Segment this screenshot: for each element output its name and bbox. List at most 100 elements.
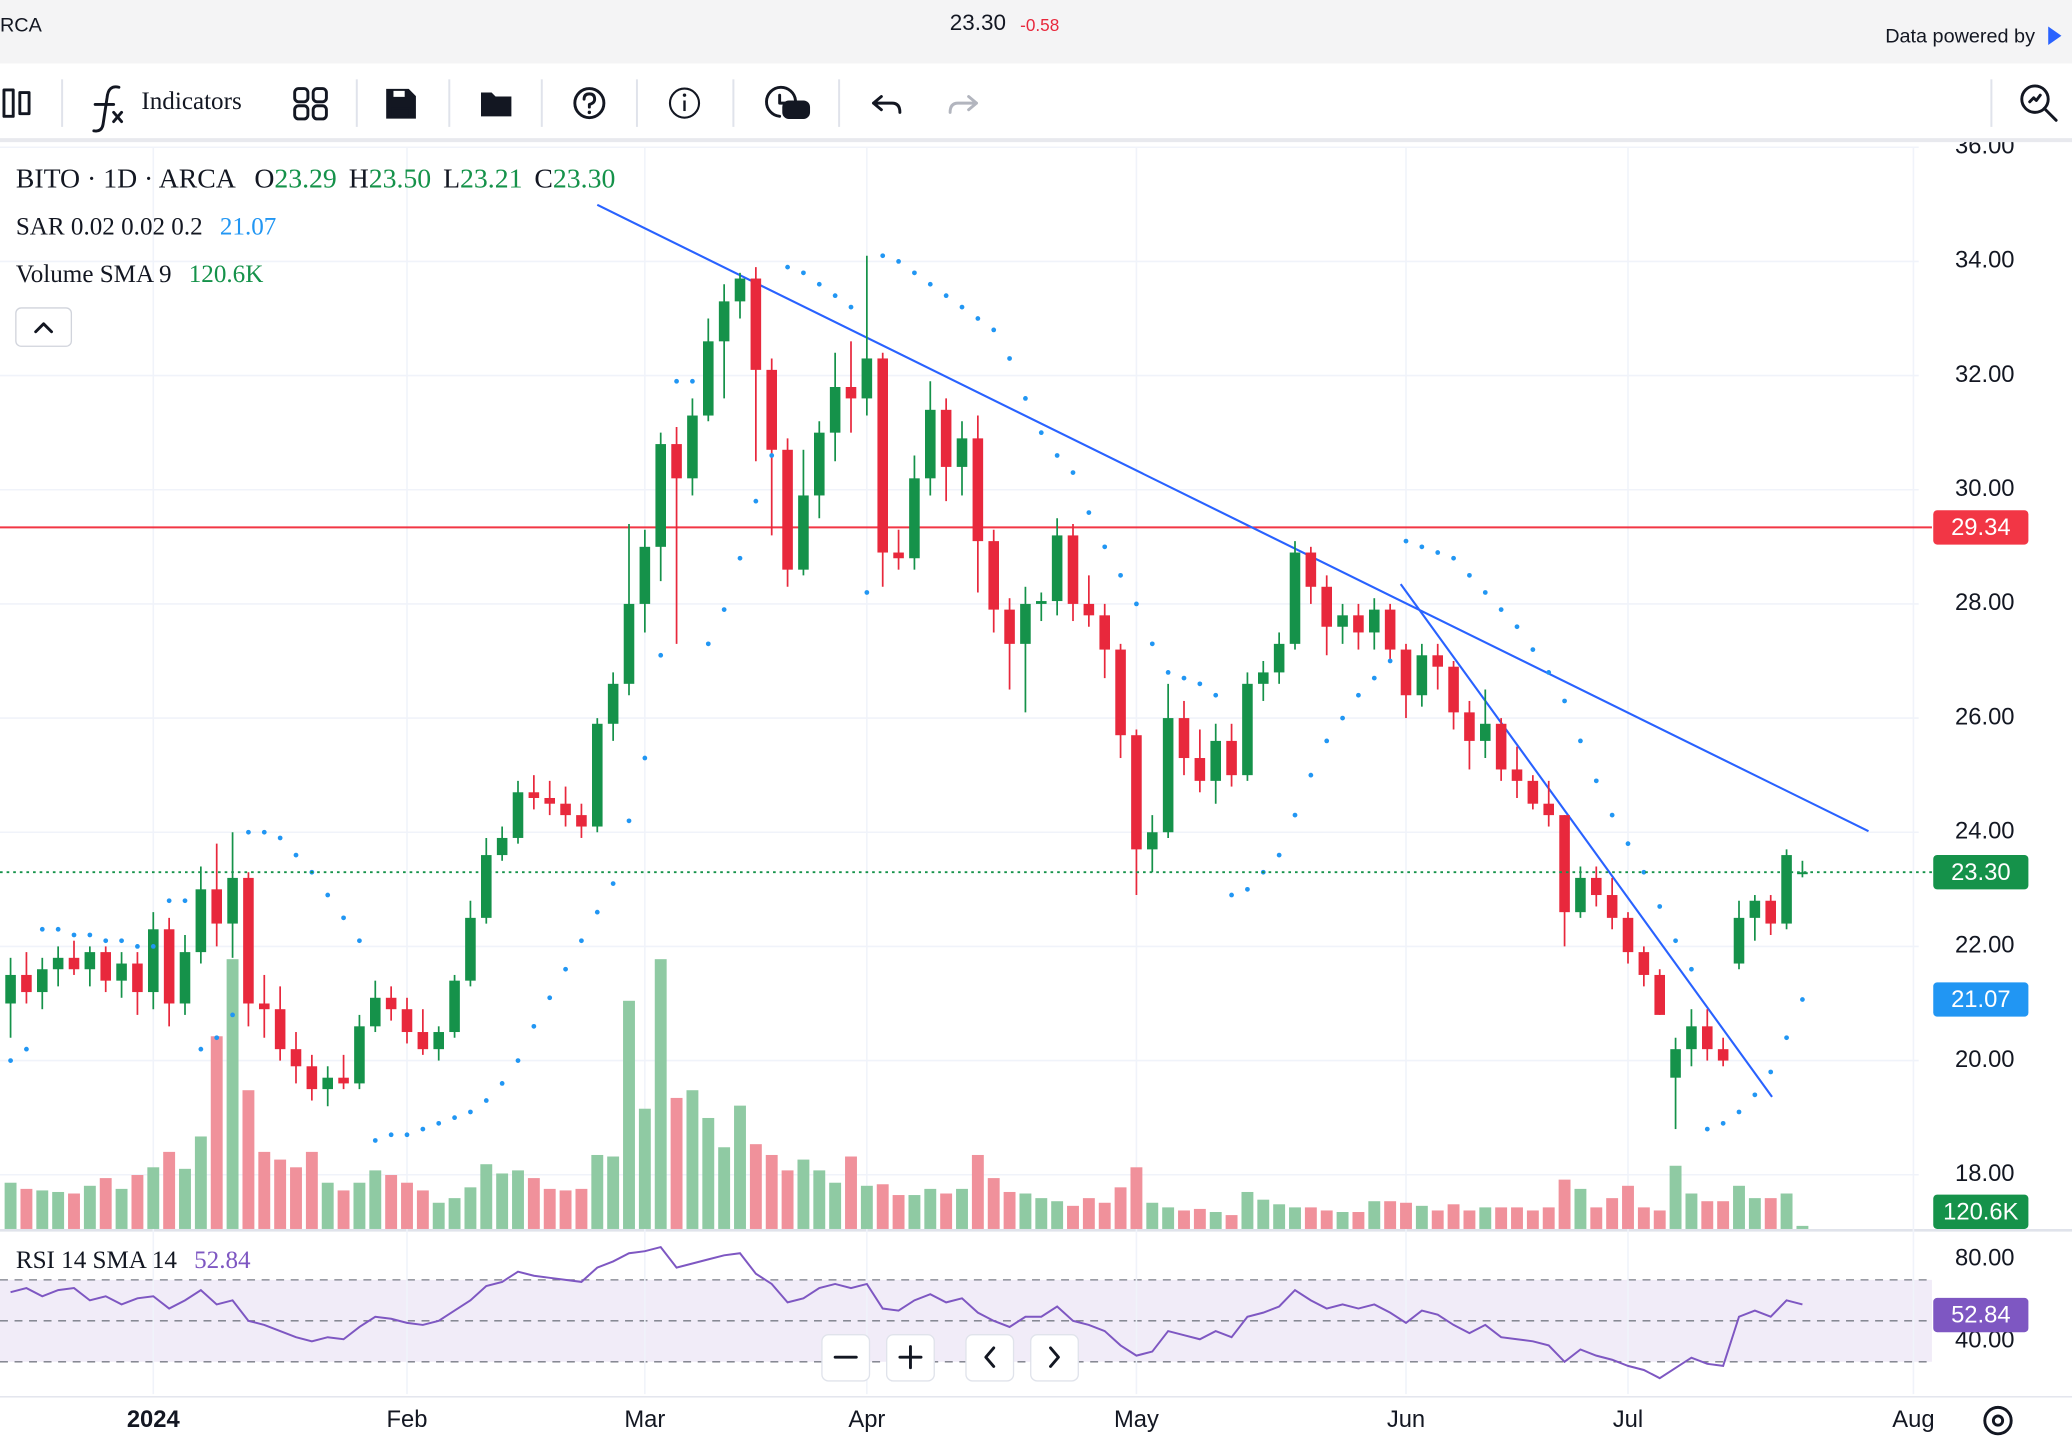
indicators-label[interactable]: Indicators (141, 88, 241, 115)
sar-dot (1102, 544, 1108, 550)
volume-bar (607, 1156, 620, 1229)
toolbar-separators (61, 79, 1993, 127)
sar-dot (55, 926, 61, 932)
candle-body (1067, 535, 1079, 604)
sar-dot (1546, 670, 1552, 675)
volume-bar (274, 1159, 287, 1229)
sar-dot (563, 966, 568, 972)
indicators-button[interactable]: Indicators (92, 85, 242, 133)
candle-body (433, 1032, 444, 1050)
candle-body (1511, 769, 1523, 781)
candle-body (861, 358, 873, 399)
zoom-out-button[interactable] (821, 1334, 871, 1382)
search-button[interactable] (2020, 84, 2058, 122)
ohlc-key: C (534, 163, 553, 194)
candle-body (1369, 609, 1380, 633)
volume-bar (1733, 1185, 1745, 1229)
candle-body (1622, 917, 1634, 953)
sar-dot (1609, 812, 1615, 818)
undo-button[interactable] (872, 95, 902, 114)
zoom-in-button[interactable] (886, 1334, 935, 1382)
candle-body (528, 792, 540, 798)
candle-body (1020, 603, 1031, 644)
volume-bar (401, 1182, 413, 1229)
candle-body (1194, 758, 1206, 781)
candle-body (544, 797, 555, 804)
sar-dot (1562, 698, 1567, 704)
sar-legend-value: 21.07 (220, 213, 276, 240)
candle-body (370, 997, 381, 1027)
provider-logo[interactable] (2048, 26, 2062, 45)
candle-body (1797, 872, 1808, 875)
volume-bar (940, 1193, 953, 1229)
collapse-legend-button[interactable] (15, 307, 73, 347)
sar-dot (896, 259, 901, 264)
sar-dot (1054, 453, 1060, 458)
trend-line (596, 203, 1869, 833)
volume-bar (670, 1097, 683, 1229)
candle-body (1543, 803, 1554, 816)
candle-body (1099, 615, 1110, 650)
info-button[interactable] (668, 87, 701, 119)
volume-bar (337, 1190, 350, 1229)
candle-body (1432, 655, 1443, 667)
sar-dot (1276, 852, 1282, 858)
volume-bar (1463, 1210, 1476, 1229)
sar-dot (959, 304, 965, 310)
help-button[interactable] (573, 87, 606, 120)
sar-dot (515, 1058, 521, 1063)
volume-bar (1606, 1198, 1619, 1229)
replay-button[interactable] (765, 85, 811, 119)
save-button[interactable] (386, 88, 416, 119)
sar-dot (1451, 555, 1456, 561)
sar-dot (769, 453, 775, 458)
candle-body (1162, 718, 1174, 833)
candle-body (243, 877, 254, 1004)
sar-dot (927, 281, 933, 287)
volume-bar (369, 1170, 382, 1229)
candle-body (845, 386, 857, 399)
volume-bar (416, 1190, 429, 1229)
sar-dot (1086, 510, 1092, 515)
sar-dot (943, 293, 949, 299)
candle-body (1131, 735, 1142, 850)
chart-type-button[interactable] (2, 88, 31, 118)
open-button[interactable] (481, 92, 512, 117)
sar-dot (357, 938, 362, 944)
sar-dot (1435, 550, 1441, 555)
candle-body (703, 341, 714, 416)
ohlc-value: 23.21 (460, 163, 522, 194)
layout-button[interactable] (293, 87, 328, 121)
volume-bar (20, 1188, 33, 1229)
redo-button[interactable] (948, 95, 978, 114)
sar-dot (150, 944, 156, 949)
rsi-sma-badge (1933, 1297, 2029, 1333)
candle-body (1717, 1049, 1729, 1061)
sar-dot (1784, 1035, 1789, 1041)
volume-bar (575, 1188, 588, 1229)
candle-body (1400, 649, 1412, 696)
candle-body (465, 917, 476, 981)
candle-body (21, 974, 32, 993)
price-line-label: 29.34 (1951, 514, 2010, 541)
scroll-right-button[interactable] (1030, 1334, 1079, 1382)
volume-bar (1622, 1185, 1634, 1229)
sar-dot (975, 316, 981, 321)
sar-dot (1704, 1126, 1710, 1132)
x-tick-label: Mar (624, 1406, 665, 1433)
volume-bar (1178, 1210, 1190, 1229)
volume-bar (1257, 1199, 1270, 1229)
scroll-left-button[interactable] (965, 1334, 1015, 1382)
sar-dot (864, 590, 870, 595)
y-tick-label: 30.00 (1955, 475, 2014, 502)
price-line-badge (1933, 510, 2029, 545)
sar-dot (721, 607, 727, 612)
sar-dot (658, 652, 664, 658)
volume-bar (924, 1188, 937, 1229)
candle-body (290, 1049, 302, 1067)
candle-body (1115, 649, 1126, 736)
candle-body (1321, 586, 1332, 627)
volume-bar (1114, 1187, 1127, 1229)
candle-body (496, 837, 508, 856)
settings-button[interactable] (1983, 1405, 2013, 1436)
